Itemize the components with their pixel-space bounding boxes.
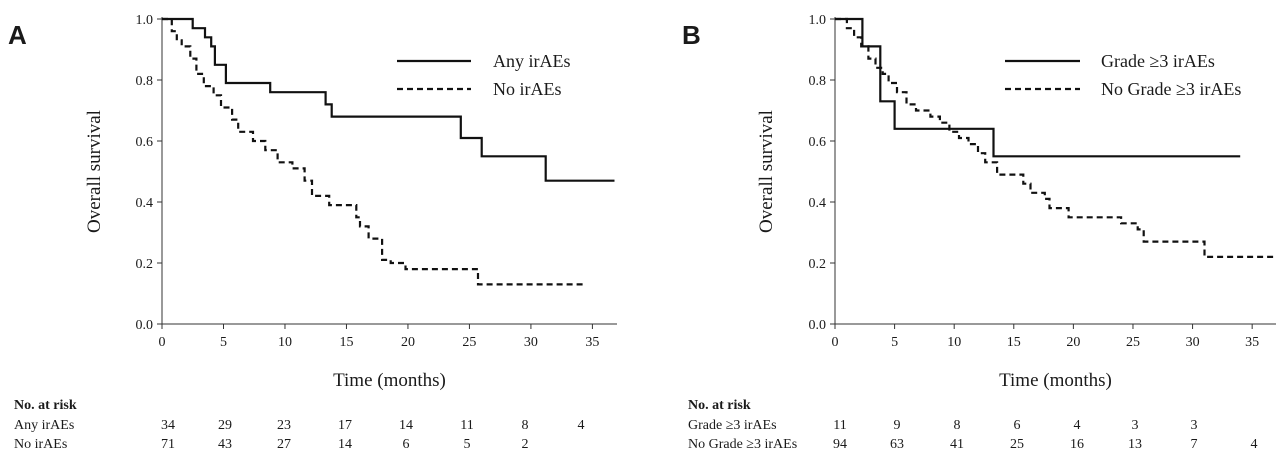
x-tick-label: 25 (462, 335, 476, 350)
x-tick-label: 20 (1066, 335, 1080, 350)
risk-count: 9 (894, 418, 901, 433)
risk-table: No. at risk Grade ≥3 irAEs 11 9 8 6 4 3 3 No Grad… (688, 398, 1258, 452)
survival-curve-dashed (835, 17, 1276, 258)
x-tick-label: 30 (524, 335, 538, 350)
x-tick-label: 0 (159, 335, 166, 350)
legend-label: No irAEs (493, 79, 562, 99)
x-tick-label: 35 (1245, 335, 1259, 350)
risk-count: 27 (277, 437, 291, 452)
x-tick-label: 15 (339, 335, 353, 350)
x-tick-label: 20 (401, 335, 415, 350)
risk-row-label: No irAEs (14, 437, 67, 452)
y-tick-label: 1.0 (136, 13, 154, 28)
x-tick-label: 15 (1007, 335, 1021, 350)
risk-count: 11 (833, 418, 846, 433)
y-axis-label: Overall survival (84, 110, 105, 233)
legend-label: Grade ≥3 irAEs (1101, 51, 1215, 71)
y-tick-label: 0.4 (136, 196, 154, 211)
risk-row-label: No Grade ≥3 irAEs (688, 437, 797, 452)
risk-count: 94 (833, 437, 847, 452)
risk-count: 6 (403, 437, 410, 452)
y-tick-label: 0.6 (809, 135, 827, 150)
risk-count: 8 (954, 418, 961, 433)
x-tick-label: 5 (891, 335, 898, 350)
x-tick-label: 30 (1186, 335, 1200, 350)
y-tick-label: 0.6 (136, 135, 154, 150)
panel-b: B 0.0 0.2 0.4 0.6 0.8 1.0 0 5 10 15 20 25 30 35 Overall… (682, 13, 1276, 452)
risk-count: 29 (218, 418, 232, 433)
x-tick-label: 0 (832, 335, 839, 350)
survival-curve-solid (162, 17, 615, 182)
x-tick-label: 10 (278, 335, 292, 350)
risk-row-label: Any irAEs (14, 418, 74, 433)
risk-count: 7 (1191, 437, 1198, 452)
survival-curve-dashed (162, 17, 587, 286)
risk-count: 5 (464, 437, 471, 452)
risk-count: 3 (1132, 418, 1139, 433)
risk-count: 14 (399, 418, 413, 433)
risk-count: 34 (161, 418, 175, 433)
y-tick-label: 0.0 (809, 318, 827, 333)
risk-row-label: Grade ≥3 irAEs (688, 418, 777, 433)
x-axis-label: Time (months) (333, 370, 446, 391)
y-axis-label: Overall survival (756, 110, 777, 233)
survival-curve-solid (835, 17, 1241, 158)
risk-count: 63 (890, 437, 904, 452)
risk-count: 25 (1010, 437, 1024, 452)
risk-count: 23 (277, 418, 291, 433)
risk-count: 4 (1251, 437, 1258, 452)
x-tick-label: 5 (220, 335, 227, 350)
risk-count: 4 (1074, 418, 1081, 433)
x-axis-label: Time (months) (999, 370, 1112, 391)
risk-table-heading: No. at risk (688, 398, 751, 413)
y-tick-label: 0.2 (136, 257, 154, 272)
legend-label: No Grade ≥3 irAEs (1101, 79, 1241, 99)
risk-table: No. at risk Any irAEs 34 29 23 17 14 11 8 4 No irA… (14, 398, 585, 452)
risk-count: 43 (218, 437, 232, 452)
risk-table-heading: No. at risk (14, 398, 77, 413)
panel-letter: B (682, 20, 701, 50)
x-tick-label: 10 (947, 335, 961, 350)
y-tick-label: 0.8 (809, 74, 827, 89)
y-tick-label: 0.8 (136, 74, 154, 89)
panel-a: A0.00.20.40.60.81.00 5 10 15 20 25 30 35Overall… (8, 13, 617, 452)
legend: Grade ≥3 irAEs No Grade ≥3 irAEs (1005, 51, 1241, 99)
risk-count: 13 (1128, 437, 1142, 452)
panel-letter: A (8, 20, 27, 50)
y-tick-label: 1.0 (809, 13, 827, 28)
risk-count: 3 (1191, 418, 1198, 433)
legend: Any irAEs No irAEs (397, 51, 571, 99)
y-tick-label: 0.0 (136, 318, 154, 333)
x-tick-label: 35 (585, 335, 599, 350)
legend-label: Any irAEs (493, 51, 571, 71)
risk-count: 71 (161, 437, 175, 452)
y-tick-label: 0.2 (809, 257, 827, 272)
y-tick-label: 0.4 (809, 196, 827, 211)
risk-count: 17 (338, 418, 352, 433)
risk-count: 2 (522, 437, 529, 452)
risk-count: 14 (338, 437, 352, 452)
risk-count: 41 (950, 437, 964, 452)
risk-count: 8 (522, 418, 529, 433)
x-tick-label: 25 (1126, 335, 1140, 350)
risk-count: 6 (1014, 418, 1021, 433)
risk-count: 4 (578, 418, 585, 433)
risk-count: 16 (1070, 437, 1084, 452)
risk-count: 11 (460, 418, 473, 433)
